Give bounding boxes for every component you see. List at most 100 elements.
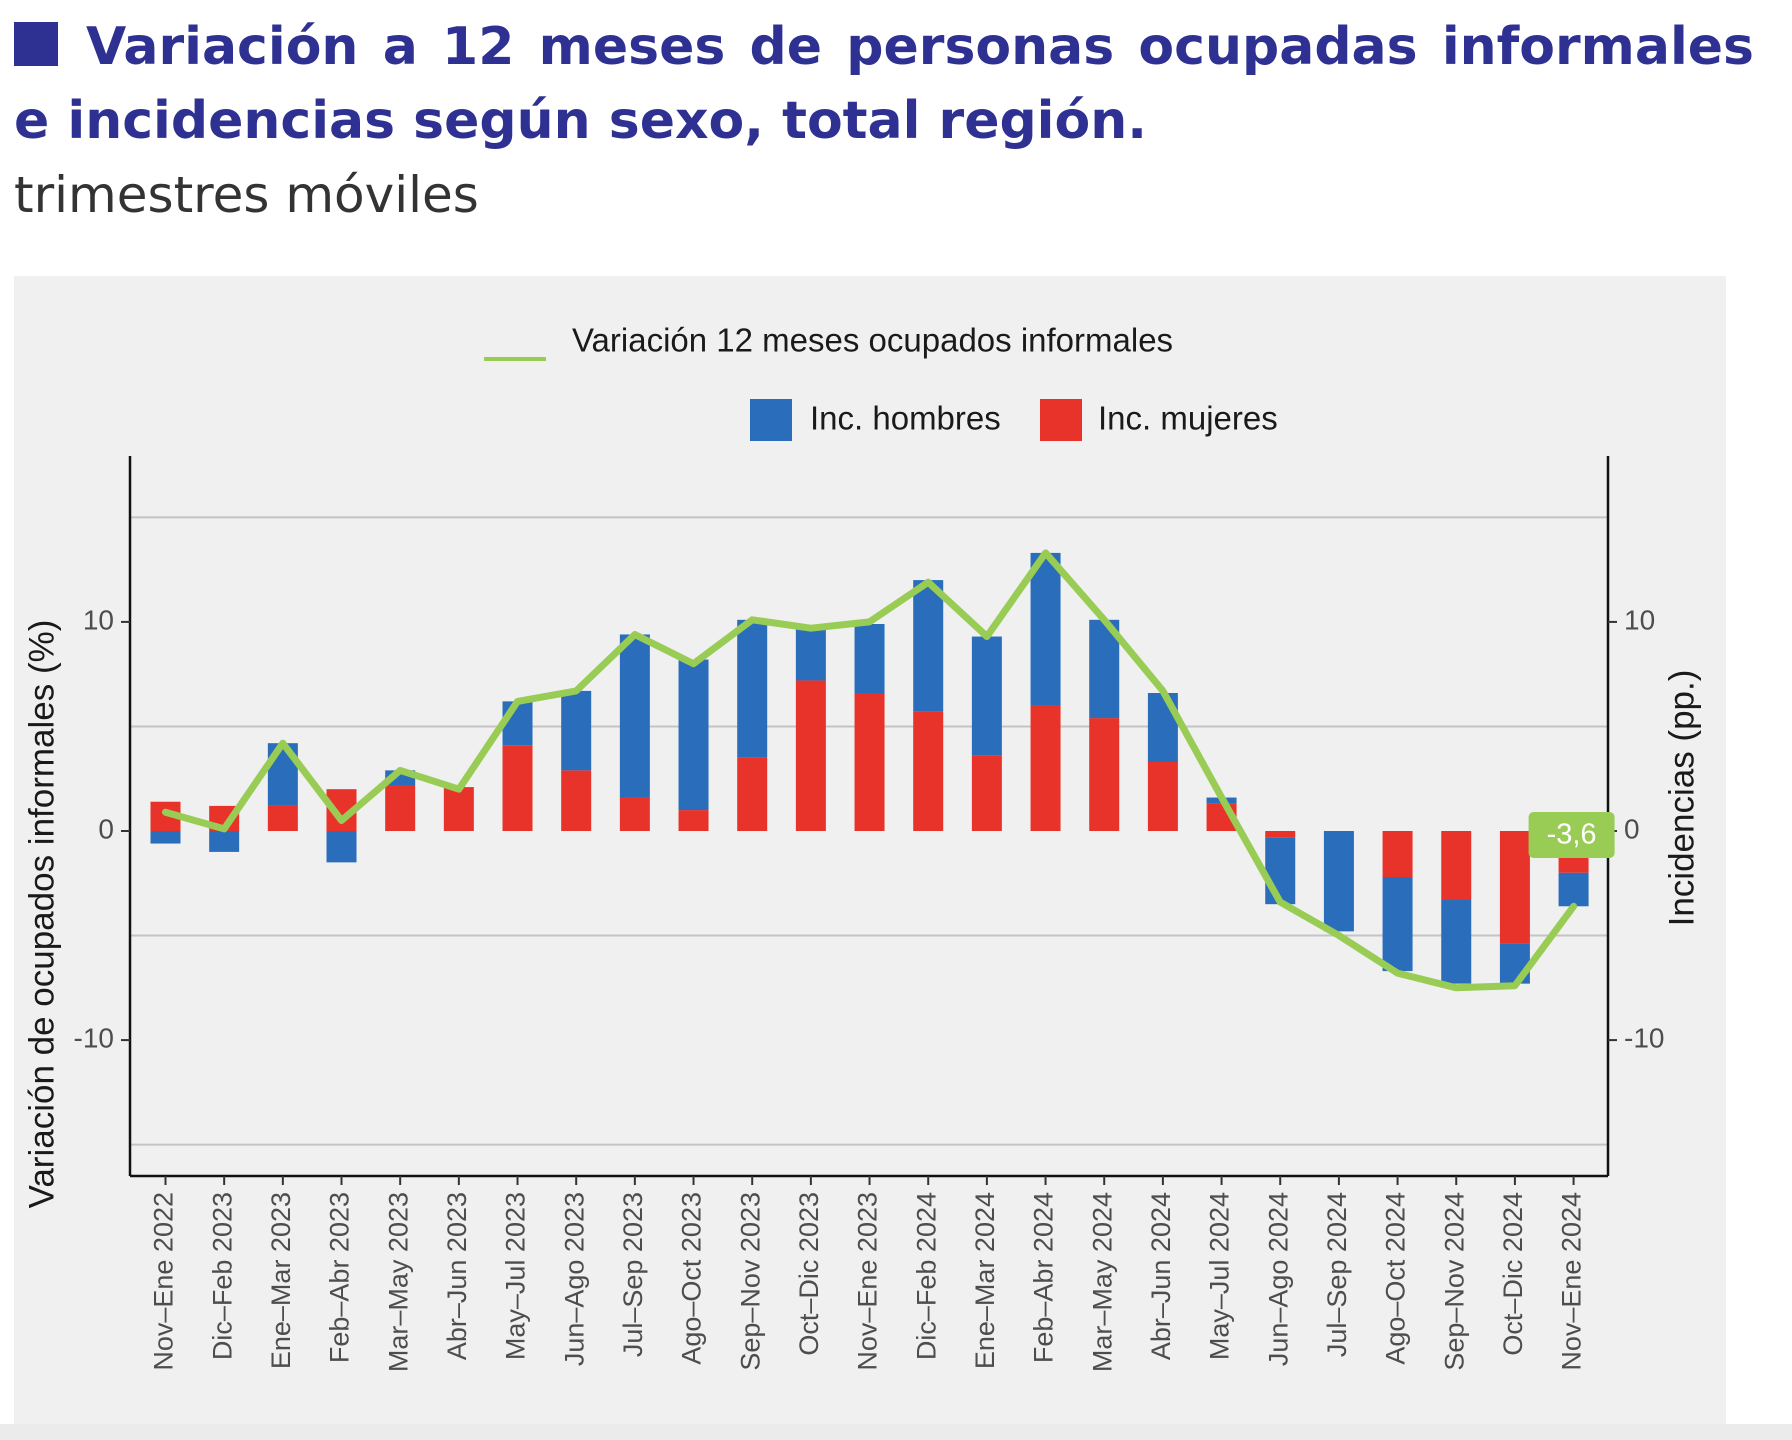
bar-hombres: [326, 831, 357, 863]
x-tick-label: May–Jul 2024: [1205, 1192, 1235, 1360]
y-tick-label-right: -10: [1624, 1022, 1664, 1053]
legend-label-mujeres: Inc. mujeres: [1098, 400, 1278, 437]
chart-panel: Variación 12 meses ocupados informales I…: [14, 276, 1726, 1424]
line-point: [1396, 971, 1400, 975]
x-tick-label: Feb–Abr 2024: [1029, 1192, 1059, 1363]
x-tick-label: Ene–Mar 2023: [266, 1192, 296, 1369]
bar-mujeres: [443, 787, 474, 831]
line-point: [1337, 934, 1341, 938]
line-point: [164, 810, 167, 814]
line-point: [868, 620, 872, 624]
y-tick-label-right: 10: [1624, 604, 1655, 635]
line-point: [1102, 618, 1106, 622]
line-point: [574, 689, 578, 693]
bar-hombres: [1323, 831, 1354, 932]
bar-mujeres: [619, 797, 650, 831]
bar-mujeres: [854, 693, 885, 831]
annotation-label: -3,6: [1547, 819, 1597, 851]
x-tick-label: Nov–Ene 2023: [853, 1192, 883, 1371]
x-tick-labels: Nov–Ene 2022 Dic–Feb 2023 Ene–Mar 2023 Feb–…: [149, 1176, 1587, 1372]
bars: [150, 552, 1589, 984]
bar-hombres: [1499, 943, 1530, 984]
bar-mujeres: [737, 757, 768, 831]
x-tick-label: Nov–Ene 2022: [149, 1192, 179, 1371]
bar-hombres: [502, 701, 533, 746]
x-tick-label: Dic–Feb 2023: [207, 1192, 237, 1360]
bar-hombres: [1558, 872, 1589, 907]
line-point: [1161, 689, 1165, 693]
x-tick-label: Ago–Oct 2024: [1381, 1192, 1411, 1365]
line-point: [809, 626, 813, 630]
bar-hombres: [561, 690, 592, 771]
line-point: [1278, 900, 1282, 904]
legend-label-hombres: Inc. hombres: [810, 400, 1001, 437]
x-tick-label: Ago–Oct 2023: [677, 1192, 707, 1365]
bar-hombres: [619, 634, 650, 798]
x-tick-label: Ene–Mar 2024: [970, 1192, 1000, 1369]
y-tick-label-right: 0: [1624, 813, 1640, 844]
y-axis-label-right: Incidencias (pp.): [1662, 670, 1701, 927]
x-tick-label: Mar–May 2023: [383, 1192, 413, 1372]
x-tick-label: Oct–Dic 2024: [1498, 1192, 1528, 1356]
line-point: [1572, 904, 1576, 908]
bar-mujeres: [971, 755, 1002, 831]
chart-title: Variación a 12 meses de personas ocupada…: [14, 10, 1754, 158]
bar-hombres: [1382, 877, 1413, 972]
bar-hombres: [971, 636, 1002, 756]
bar-mujeres: [1441, 831, 1472, 900]
line-point: [516, 699, 520, 703]
bar-hombres: [150, 831, 181, 844]
bar-hombres: [913, 580, 944, 712]
line-point: [1513, 984, 1517, 988]
bar-mujeres: [1265, 831, 1296, 838]
x-tick-label: Nov–Ene 2024: [1557, 1192, 1587, 1371]
x-tick-label: Jun–Ago 2023: [559, 1192, 589, 1366]
y-tick-label-left: 10: [83, 604, 114, 635]
bar-mujeres: [1147, 762, 1178, 831]
line-point: [1220, 796, 1224, 800]
legend-swatch-mujeres: [1040, 399, 1082, 441]
annotation: -3,6: [1528, 812, 1615, 858]
y-tick-label-left: 0: [98, 813, 114, 844]
line-point: [985, 635, 989, 639]
line-point: [457, 787, 461, 791]
line-point: [340, 819, 344, 823]
chart-title-text: Variación a 12 meses de personas ocupada…: [14, 17, 1754, 151]
bar-mujeres: [267, 805, 298, 831]
bar-hombres: [737, 619, 768, 758]
x-tick-label: Jul–Sep 2024: [1322, 1192, 1352, 1357]
bar-hombres: [1265, 837, 1296, 905]
bottom-strip: [0, 1424, 1792, 1440]
bar-hombres: [854, 624, 885, 693]
x-tick-label: Oct–Dic 2023: [794, 1192, 824, 1356]
legend-label-line: Variación 12 meses ocupados informales: [572, 322, 1173, 359]
chart-subtitle: trimestres móviles: [14, 166, 479, 224]
x-tick-label: Jul–Sep 2023: [618, 1192, 648, 1357]
bar-mujeres: [913, 711, 944, 831]
line-point: [222, 827, 226, 831]
bar-hombres: [678, 659, 709, 811]
bar-hombres: [1441, 900, 1472, 984]
title-square-icon: [14, 22, 58, 66]
bar-mujeres: [385, 785, 416, 831]
bar-mujeres: [1030, 705, 1061, 831]
chart-svg: Variación 12 meses ocupados informales I…: [22, 322, 1701, 1372]
line-point: [750, 618, 754, 622]
x-tick-label: Dic–Feb 2024: [911, 1192, 941, 1360]
line-point: [692, 662, 696, 666]
legend-swatch-hombres: [750, 399, 792, 441]
line-point: [926, 580, 930, 584]
bar-mujeres: [502, 745, 533, 831]
bar-mujeres: [678, 810, 709, 831]
x-tick-label: Abr–Jun 2024: [1146, 1192, 1176, 1360]
line-point: [633, 632, 637, 636]
x-tick-label: Sep–Nov 2023: [735, 1192, 765, 1371]
y-axis-label-left: Variación de ocupados informales (%): [22, 620, 61, 1209]
x-tick-label: Feb–Abr 2023: [325, 1192, 355, 1363]
bar-mujeres: [1089, 718, 1120, 831]
line-point: [398, 768, 402, 772]
line-point: [1454, 986, 1458, 990]
x-tick-label: Jun–Ago 2024: [1263, 1192, 1293, 1366]
y-tick-label-left: -10: [74, 1022, 114, 1053]
bar-mujeres: [1499, 831, 1530, 944]
